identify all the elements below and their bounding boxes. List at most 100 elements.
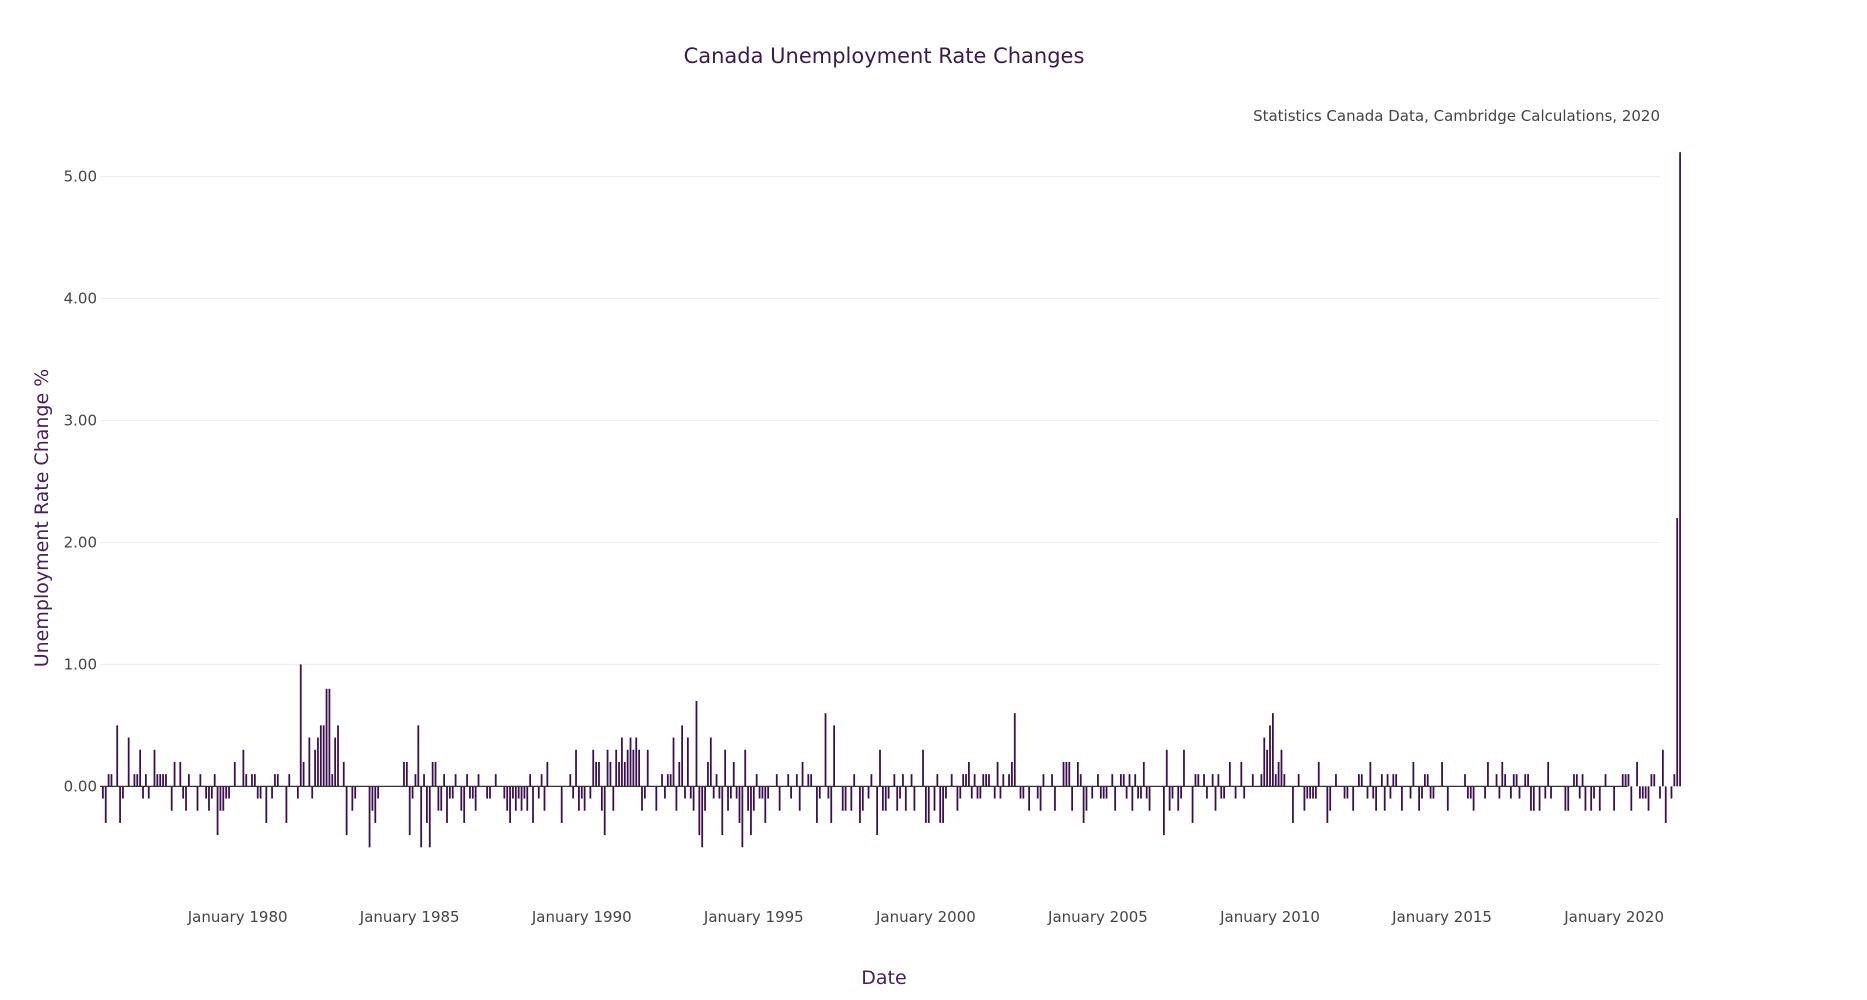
- bar: [1211, 774, 1214, 787]
- bar: [950, 774, 953, 787]
- bar: [153, 749, 156, 787]
- bar: [709, 737, 712, 787]
- bar: [225, 786, 228, 799]
- bar: [818, 786, 821, 799]
- bar: [1028, 786, 1031, 811]
- gridlines: [100, 176, 1660, 665]
- bar: [707, 761, 709, 787]
- bar: [245, 774, 248, 787]
- x-tick-label: January 1995: [703, 908, 804, 926]
- bar: [540, 774, 543, 787]
- bar: [913, 786, 916, 811]
- bar: [529, 774, 532, 787]
- bar: [684, 786, 686, 799]
- bar: [1180, 786, 1182, 799]
- bar: [884, 786, 887, 811]
- bar: [1590, 786, 1593, 811]
- x-tick-label: January 1980: [187, 908, 288, 926]
- bar: [107, 774, 110, 787]
- bar: [626, 749, 629, 787]
- bar: [156, 774, 159, 787]
- bar: [1360, 774, 1363, 787]
- bar: [414, 774, 417, 787]
- bar: [1223, 786, 1226, 799]
- bar: [1051, 774, 1053, 787]
- bar: [486, 786, 489, 799]
- bar: [242, 749, 245, 787]
- bar: [612, 786, 615, 811]
- bar: [976, 786, 979, 799]
- bar: [1068, 761, 1071, 787]
- bar: [798, 786, 801, 811]
- bar: [1122, 774, 1125, 787]
- bar: [233, 761, 236, 787]
- bar: [296, 786, 299, 799]
- bar: [205, 786, 207, 799]
- bar: [1598, 786, 1601, 811]
- bar: [1269, 725, 1271, 787]
- bar: [988, 774, 990, 787]
- bar: [965, 774, 967, 787]
- bar: [219, 786, 222, 811]
- bar: [1464, 774, 1466, 787]
- bar: [999, 786, 1002, 799]
- bar: [446, 786, 448, 823]
- bar: [833, 725, 836, 787]
- bar: [1547, 761, 1550, 787]
- bar: [179, 761, 182, 787]
- bar: [1142, 761, 1145, 787]
- bar: [959, 786, 962, 799]
- bar: [1165, 749, 1168, 787]
- bar: [426, 786, 428, 823]
- bar: [830, 786, 833, 823]
- bar: [850, 786, 853, 811]
- y-axis-title: Unemployment Rate Change %: [31, 369, 53, 668]
- bar: [162, 774, 164, 787]
- bar: [598, 761, 600, 787]
- bar: [675, 786, 678, 811]
- bar: [1036, 786, 1039, 799]
- bar: [979, 786, 982, 799]
- bar: [572, 786, 575, 799]
- bar: [144, 774, 147, 787]
- bar: [1099, 786, 1102, 799]
- bar: [451, 786, 454, 799]
- bar: [646, 749, 649, 787]
- bar: [196, 786, 199, 811]
- bar: [827, 786, 830, 799]
- bar: [188, 774, 190, 787]
- bar: [887, 786, 890, 799]
- bar: [1283, 774, 1286, 787]
- bar: [721, 786, 724, 836]
- bar: [1097, 774, 1099, 787]
- bar: [1412, 761, 1415, 787]
- bar: [1352, 786, 1355, 811]
- bar: [1280, 749, 1283, 787]
- bar: [775, 774, 778, 787]
- bar: [1515, 774, 1518, 787]
- bar: [374, 786, 377, 823]
- bar: [325, 688, 328, 787]
- bar: [1011, 761, 1013, 787]
- bar: [1260, 774, 1263, 787]
- bar: [922, 749, 924, 787]
- bar: [101, 786, 104, 799]
- bar: [606, 749, 609, 787]
- bar: [537, 786, 540, 799]
- bar: [623, 761, 626, 787]
- bar: [1647, 786, 1650, 811]
- bar: [982, 774, 985, 787]
- bar: [1314, 786, 1317, 799]
- bar: [208, 786, 210, 811]
- bar: [127, 737, 130, 787]
- bar: [1538, 786, 1541, 811]
- bar: [1119, 774, 1122, 787]
- bar: [460, 786, 463, 811]
- x-tick-label: January 1985: [359, 908, 460, 926]
- bar: [755, 774, 758, 787]
- bar: [1326, 786, 1329, 823]
- bar: [342, 761, 345, 787]
- bar: [1676, 518, 1679, 787]
- bar: [122, 786, 124, 799]
